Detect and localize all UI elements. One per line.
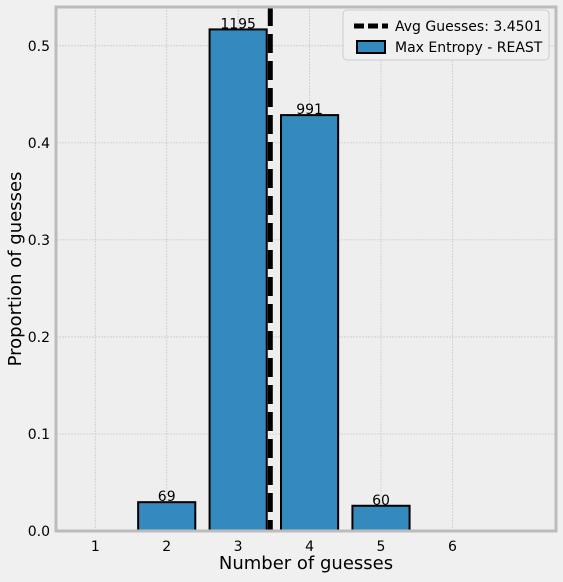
x-tick-label: 5	[377, 539, 386, 555]
plot-border	[54, 5, 558, 533]
bar	[208, 28, 268, 532]
x-tick-label: 2	[162, 539, 171, 555]
x-axis-ticks: 1 2 3 4 5 6	[91, 539, 457, 555]
legend-label-series: Max Entropy - REAST	[395, 40, 543, 56]
y-axis-ticks: 0.0 0.1 0.2 0.3 0.4 0.5	[28, 39, 50, 540]
y-tick-label: 0.3	[28, 233, 50, 249]
legend-box	[342, 9, 550, 61]
legend-label-average: Avg Guesses: 3.4501	[395, 19, 542, 35]
bar	[137, 501, 197, 532]
y-axis-label: Proportion of guesses	[5, 172, 26, 367]
x-tick-label: 3	[234, 539, 243, 555]
y-tick-label: 0.4	[28, 136, 50, 152]
legend-swatch-bar	[356, 40, 386, 54]
bar-count-label: 69	[158, 489, 176, 505]
legend: Avg Guesses: 3.4501 Max Entropy - REAST	[342, 9, 550, 61]
y-tick-label: 0.2	[28, 330, 50, 346]
bar-count-label: 991	[296, 102, 323, 118]
x-tick-label: 4	[305, 539, 314, 555]
bar-count-label: 60	[372, 493, 390, 509]
x-axis-label: Number of guesses	[219, 553, 393, 574]
x-tick-label: 6	[448, 539, 457, 555]
bars	[137, 28, 411, 532]
bar	[280, 114, 340, 532]
bar-count-label: 1195	[220, 16, 256, 32]
y-tick-label: 0.5	[28, 39, 50, 55]
y-tick-label: 0.1	[28, 427, 50, 443]
y-tick-label: 0.0	[28, 524, 50, 540]
bar-count-labels: 69 1195 991 60	[158, 16, 390, 508]
x-tick-label: 1	[91, 539, 100, 555]
bar	[351, 504, 411, 532]
